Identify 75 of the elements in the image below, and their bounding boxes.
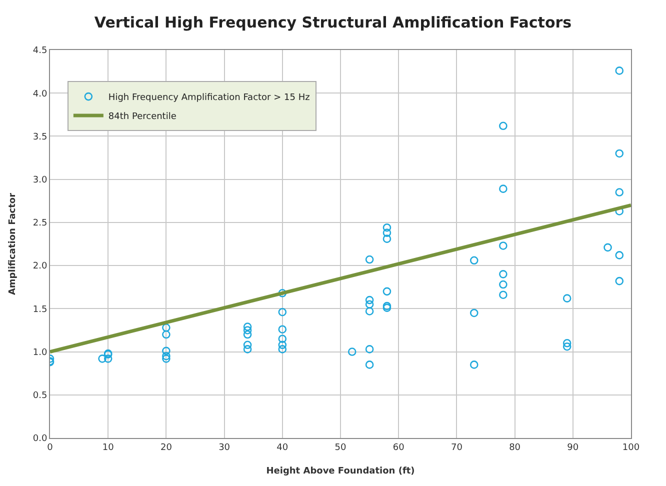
x-tick-label: 70 (450, 442, 463, 453)
point (243, 340, 252, 350)
y-tick-label: 2.5 (32, 218, 48, 229)
point (499, 184, 508, 193)
point (104, 354, 112, 363)
point (98, 354, 106, 363)
x-tick-label: 30 (218, 442, 230, 453)
point (382, 304, 392, 312)
point (615, 251, 624, 260)
point (562, 339, 572, 348)
point (615, 149, 624, 158)
point (499, 290, 508, 300)
point (162, 354, 170, 363)
point (615, 276, 624, 286)
point (382, 287, 392, 296)
point (562, 342, 572, 351)
point (162, 323, 170, 332)
point (382, 223, 392, 232)
point (382, 234, 392, 243)
point (162, 352, 170, 360)
y-tick-label: 2.0 (32, 262, 48, 272)
point (365, 345, 374, 354)
x-tick-label: 40 (276, 442, 288, 453)
point (499, 122, 508, 130)
y-tick-label: 1.5 (32, 304, 48, 315)
point (278, 334, 287, 343)
point (243, 322, 252, 331)
y-tick-label: 3.0 (32, 175, 48, 186)
y-tick-label: 0.5 (32, 391, 48, 402)
x-tick-label: 60 (392, 442, 405, 453)
x-axis-title: Height Above Foundation (ft) (266, 466, 415, 477)
point (365, 296, 374, 304)
point (278, 308, 287, 316)
point (615, 66, 624, 75)
point (365, 300, 374, 309)
point (604, 243, 612, 252)
point (278, 345, 287, 354)
point (615, 188, 624, 196)
point (243, 345, 252, 354)
y-axis-title: Amplification Factor (8, 192, 18, 296)
legend-label: High Frequency Amplification Factor > 15 Hz (108, 93, 310, 104)
point (562, 294, 572, 302)
x-tick-label: 90 (567, 442, 579, 453)
point (348, 348, 356, 356)
point (470, 360, 478, 369)
x-tick-label: 0 (47, 442, 54, 453)
point (365, 255, 374, 264)
point (499, 280, 508, 289)
point (365, 307, 374, 316)
point (382, 228, 392, 237)
x-tick-label: 80 (509, 442, 521, 453)
point (365, 360, 374, 369)
x-tick-label: 100 (622, 442, 640, 453)
point (278, 325, 287, 334)
point (499, 242, 508, 250)
point (499, 270, 508, 278)
y-tick-label: 4.5 (32, 46, 48, 56)
point (382, 302, 392, 310)
x-tick-label: 20 (160, 442, 172, 453)
point (470, 308, 478, 318)
y-tick-label: 4.0 (32, 89, 48, 100)
point (243, 330, 252, 339)
legend-label: 84th Percentile (108, 112, 177, 122)
point (243, 326, 252, 334)
y-tick-label: 3.5 (32, 132, 48, 142)
x-tick-label: 10 (102, 442, 114, 453)
x-tick-label: 50 (334, 442, 346, 453)
y-tick-label: 1.0 (32, 348, 48, 358)
point (162, 346, 170, 356)
point (278, 340, 287, 350)
point (470, 256, 478, 265)
point (162, 330, 170, 339)
y-tick-label: 0.0 (32, 434, 48, 444)
chart-title: Vertical High Frequency Structural Amplification Factors (94, 14, 572, 32)
point (278, 289, 287, 298)
